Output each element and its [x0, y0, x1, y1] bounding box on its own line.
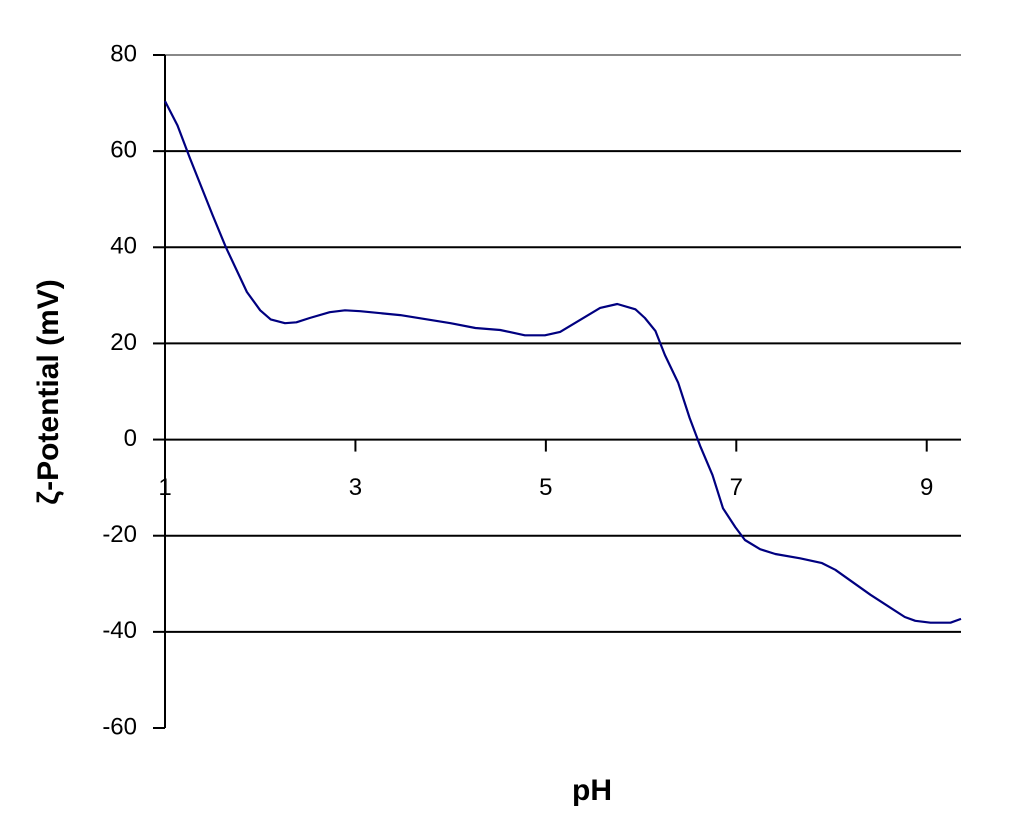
y-tick-label: 0 — [124, 425, 137, 452]
x-tick-label: 9 — [920, 474, 933, 501]
x-axis-title: pH — [572, 774, 612, 807]
y-tick-label: 40 — [110, 233, 137, 260]
x-tick-label: 7 — [730, 474, 743, 501]
y-axis-title: ζ-Potential (mV) — [32, 279, 65, 504]
y-tick-label: -40 — [102, 617, 137, 644]
y-tick-label: 60 — [110, 136, 137, 163]
y-tick-label: 20 — [110, 329, 137, 356]
x-tick-label: 5 — [539, 474, 552, 501]
data-line — [164, 100, 962, 624]
x-tick-label: 1 — [158, 474, 171, 501]
y-tick-label: -20 — [102, 521, 137, 548]
y-tick-label: -60 — [102, 713, 137, 740]
y-tick-label: 80 — [110, 40, 137, 67]
x-tick-label: 3 — [349, 474, 362, 501]
